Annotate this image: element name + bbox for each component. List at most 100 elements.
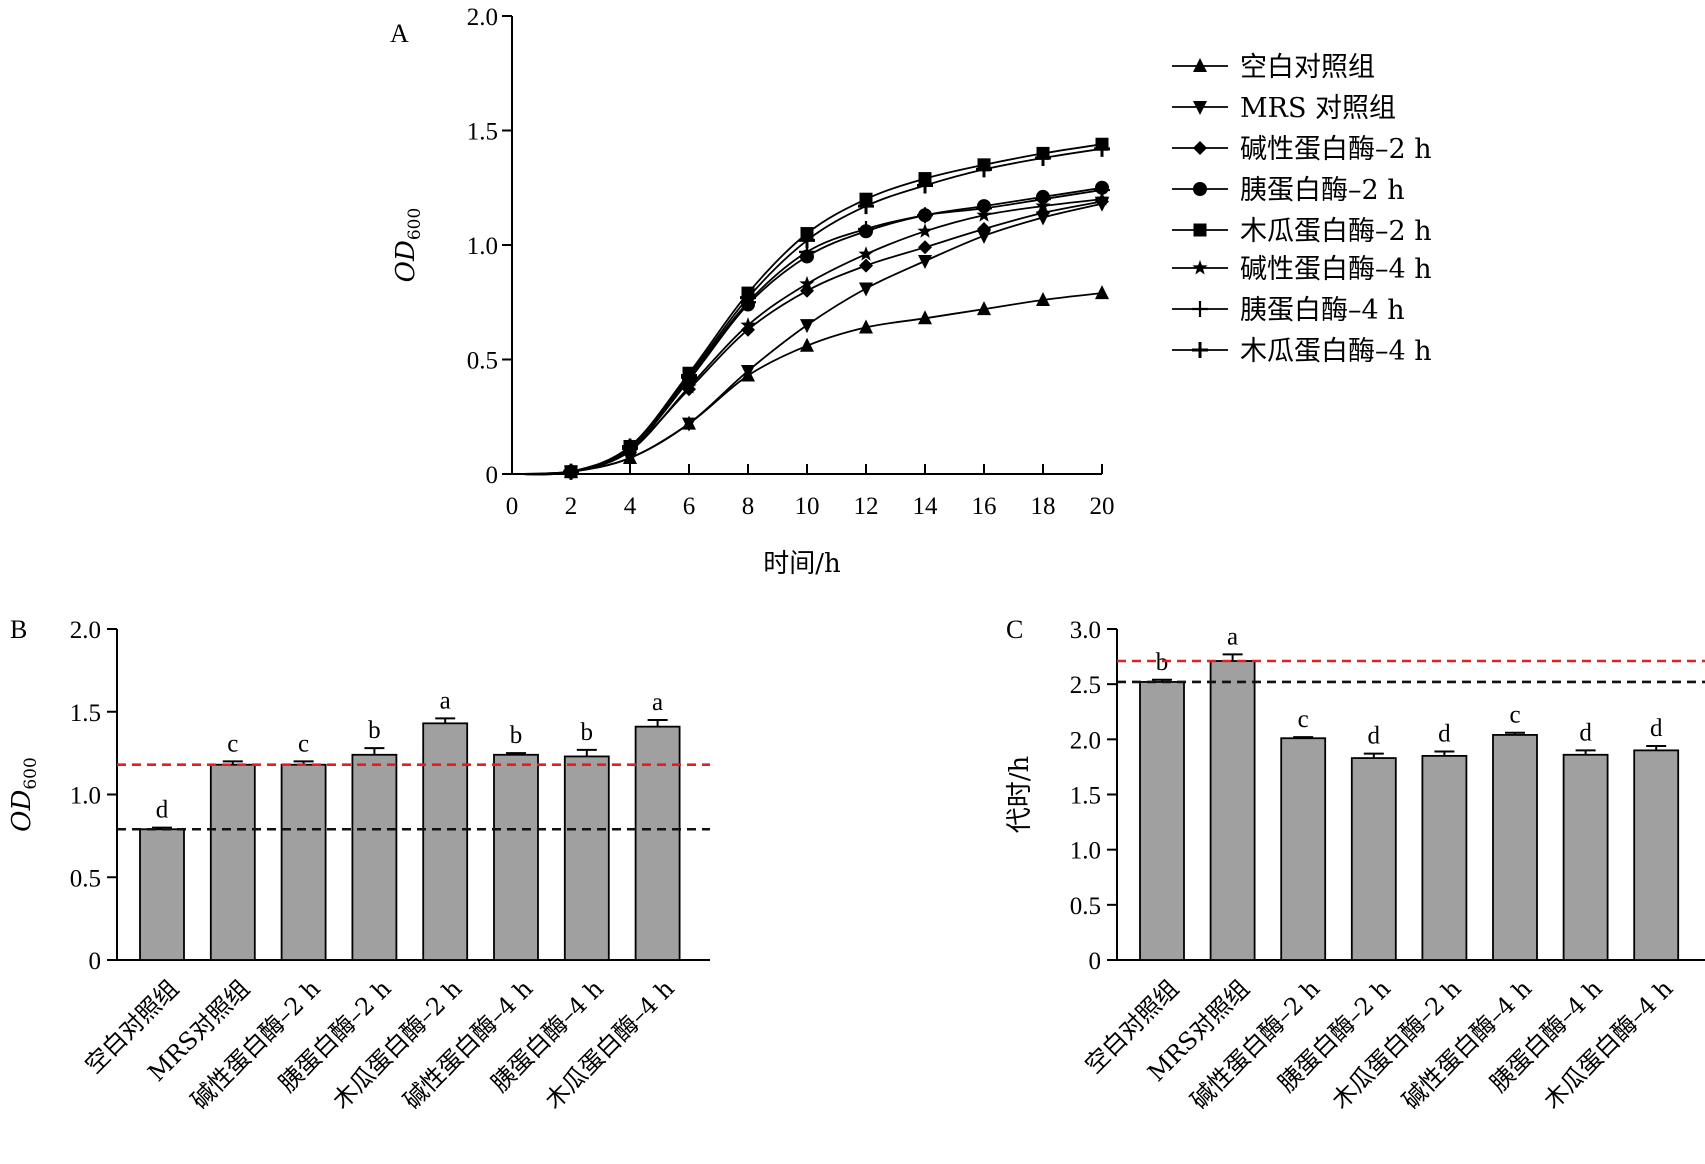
data-point: [858, 220, 874, 237]
bar: [1492, 734, 1538, 961]
category-label: 碱性蛋白酶–4 h: [1397, 974, 1537, 1114]
category-label: 木瓜蛋白酶–4 h: [1538, 974, 1678, 1114]
data-point: [800, 337, 814, 352]
x-tick-label: 16: [972, 493, 997, 520]
bar: [1280, 737, 1327, 961]
y-tick-label: 0: [89, 948, 102, 975]
series-line: [511, 147, 1103, 476]
data-point: [976, 161, 992, 178]
y-axis-label-sub: 600: [405, 208, 425, 240]
x-tick-label: 20: [1090, 493, 1115, 520]
y-axis-label: 代时/h: [1005, 755, 1035, 833]
x-tick-label: 14: [913, 493, 939, 520]
bar: [1139, 681, 1185, 961]
bar: [1350, 757, 1397, 961]
bar: [1421, 754, 1468, 961]
y-tick-label: 0.5: [70, 865, 101, 892]
panel-label: B: [10, 615, 27, 644]
significance-label: a: [1227, 623, 1238, 650]
legend-marker: [1192, 342, 1208, 358]
data-point: [1035, 191, 1051, 208]
data-point: [858, 246, 874, 261]
data-point: [918, 310, 932, 325]
data-point: [917, 207, 933, 224]
y-tick-label: 0: [1089, 948, 1102, 975]
data-point: [740, 289, 756, 306]
legend-item: 木瓜蛋白酶–2 h: [1172, 216, 1432, 247]
significance-label: d: [1438, 720, 1451, 747]
significance-label: d: [1650, 715, 1663, 742]
y-tick-label: 1.5: [70, 700, 101, 727]
significance-label: c: [298, 730, 309, 757]
legend-marker: [1192, 260, 1208, 275]
significance-label: a: [652, 689, 663, 716]
legend-item: 胰蛋白酶–4 h: [1172, 295, 1405, 326]
data-point: [977, 301, 991, 316]
bar: [493, 753, 539, 961]
category-label: 碱性蛋白酶–2 h: [186, 974, 326, 1114]
y-tick-label: 2.0: [467, 4, 498, 31]
x-axis-label: 时间/h: [763, 549, 841, 579]
data-point: [741, 322, 755, 337]
y-tick-label: 0.5: [1070, 893, 1101, 920]
legend-label: 胰蛋白酶–4 h: [1240, 295, 1405, 326]
data-point: [859, 282, 873, 297]
series-line: [511, 198, 1103, 476]
y-tick-label: 0.5: [467, 348, 498, 375]
bar: [422, 722, 469, 961]
x-tick-label: 18: [1031, 493, 1056, 520]
legend-label: MRS 对照组: [1240, 93, 1396, 124]
legend-marker: [1193, 223, 1207, 237]
y-axis-label-sub: 600: [21, 757, 41, 789]
bar: [1209, 660, 1256, 961]
data-point: [918, 240, 932, 255]
legend-marker: [1193, 58, 1207, 72]
series-1: [511, 285, 1109, 478]
data-point: [977, 221, 991, 236]
legend-item: 碱性蛋白酶–4 h: [1172, 254, 1432, 285]
series-line: [511, 189, 1103, 476]
legend-marker: [1193, 182, 1207, 196]
bar: [280, 763, 327, 961]
series-8: [511, 140, 1110, 480]
legend-label: 碱性蛋白酶–4 h: [1240, 254, 1432, 285]
significance-label: d: [1579, 719, 1592, 746]
y-axis-label-main: OD: [7, 789, 37, 831]
data-point: [800, 319, 814, 334]
data-point: [1094, 182, 1110, 199]
legend-item: 空白对照组: [1172, 52, 1375, 83]
legend-item: 碱性蛋白酶–2 h: [1172, 134, 1432, 165]
data-point: [1095, 285, 1109, 300]
series-7: [511, 182, 1110, 480]
data-point: [741, 364, 755, 379]
significance-label: c: [1298, 706, 1309, 733]
significance-label: d: [1368, 723, 1381, 750]
significance-label: c: [227, 730, 238, 757]
legend-marker: [1193, 141, 1207, 155]
y-axis-label: OD600: [7, 757, 41, 832]
bar: [563, 755, 610, 961]
significance-label: b: [510, 722, 523, 749]
panel-label: A: [390, 19, 409, 48]
legend-item: MRS 对照组: [1172, 93, 1396, 124]
y-tick-label: 2.0: [1070, 727, 1101, 754]
y-tick-label: 1.0: [1070, 838, 1101, 865]
y-tick-label: 2.0: [70, 617, 101, 644]
bar: [1633, 749, 1680, 961]
data-point: [917, 223, 933, 238]
category-label: 木瓜蛋白酶–2 h: [1326, 974, 1466, 1114]
panel-b-bar-chart: B00.51.01.52.0OD600d空白对照组cMRS对照组c碱性蛋白酶–2…: [7, 615, 710, 1115]
data-point: [858, 198, 874, 215]
data-point: [799, 275, 815, 291]
data-point: [977, 229, 991, 244]
category-label: 木瓜蛋白酶–2 h: [327, 974, 467, 1114]
significance-label: b: [368, 717, 381, 744]
legend-label: 木瓜蛋白酶–4 h: [1240, 336, 1432, 367]
panel-c-bar-chart: C00.51.01.52.02.53.0代时/hb空白对照组aMRS对照组c碱性…: [1005, 615, 1705, 1115]
data-point: [682, 417, 696, 432]
x-tick-label: 12: [854, 493, 879, 520]
y-tick-label: 1.5: [467, 119, 498, 146]
bar: [351, 753, 398, 961]
y-axis-label: OD600: [391, 208, 425, 283]
